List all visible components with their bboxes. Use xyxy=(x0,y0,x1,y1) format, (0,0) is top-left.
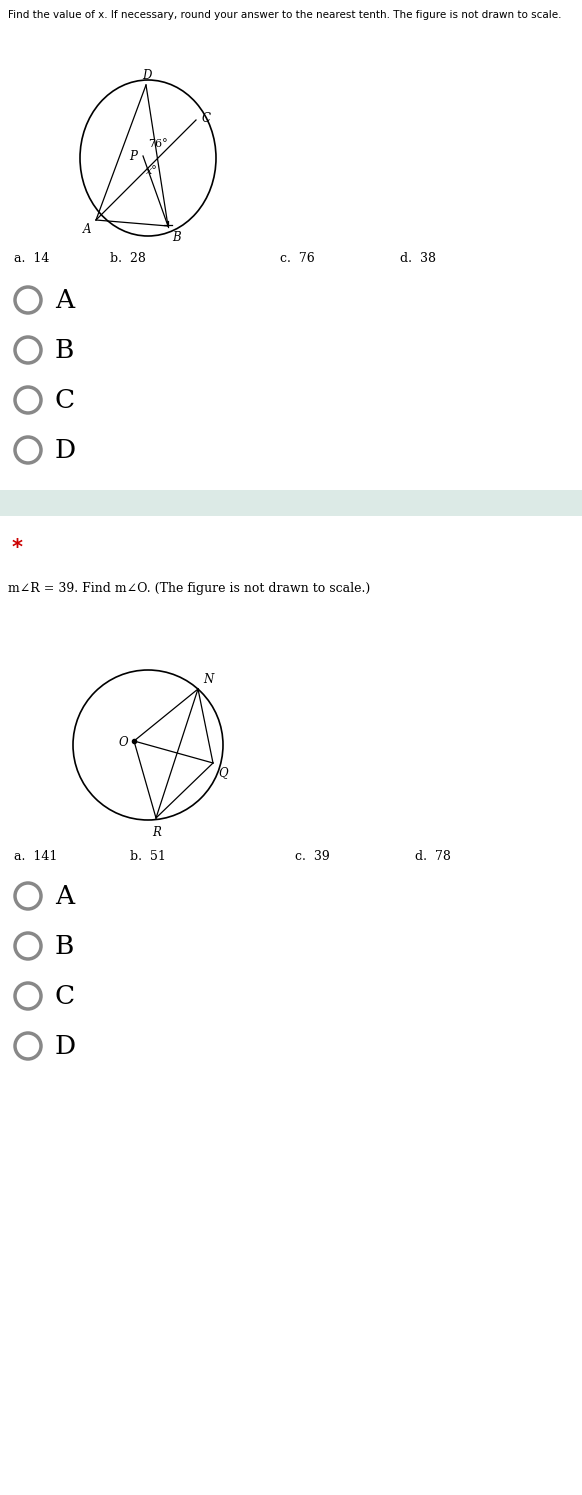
Text: d.  38: d. 38 xyxy=(400,251,436,265)
Text: A: A xyxy=(83,223,91,236)
Text: 76°: 76° xyxy=(148,139,168,150)
Text: B: B xyxy=(55,338,74,362)
Text: C: C xyxy=(55,387,75,413)
Text: B: B xyxy=(55,933,74,958)
Text: R: R xyxy=(152,827,161,839)
Text: *: * xyxy=(12,538,23,558)
Text: x°: x° xyxy=(146,166,158,176)
Text: Q: Q xyxy=(218,765,228,779)
Text: P: P xyxy=(129,151,137,163)
Bar xyxy=(0,490,582,516)
Text: m∠R = 39. Find m∠O. (The figure is not drawn to scale.): m∠R = 39. Find m∠O. (The figure is not d… xyxy=(8,582,370,595)
Text: c.  76: c. 76 xyxy=(280,251,315,265)
Text: D: D xyxy=(55,1033,76,1058)
Text: O: O xyxy=(118,736,128,749)
Text: c.  39: c. 39 xyxy=(295,849,330,863)
Text: C: C xyxy=(55,984,75,1009)
Text: b.  51: b. 51 xyxy=(130,849,166,863)
Text: a.  14: a. 14 xyxy=(14,251,49,265)
Text: A: A xyxy=(55,884,74,909)
Text: a.  141: a. 141 xyxy=(14,849,58,863)
Text: N: N xyxy=(203,673,213,686)
Text: A: A xyxy=(55,287,74,312)
Text: b.  28: b. 28 xyxy=(110,251,146,265)
Text: D: D xyxy=(55,438,76,462)
Text: C: C xyxy=(202,112,211,124)
Text: B: B xyxy=(172,232,180,244)
Text: D: D xyxy=(143,69,152,82)
Text: d.  78: d. 78 xyxy=(415,849,451,863)
Text: Find the value of x. If necessary, round your answer to the nearest tenth. The f: Find the value of x. If necessary, round… xyxy=(8,10,562,19)
